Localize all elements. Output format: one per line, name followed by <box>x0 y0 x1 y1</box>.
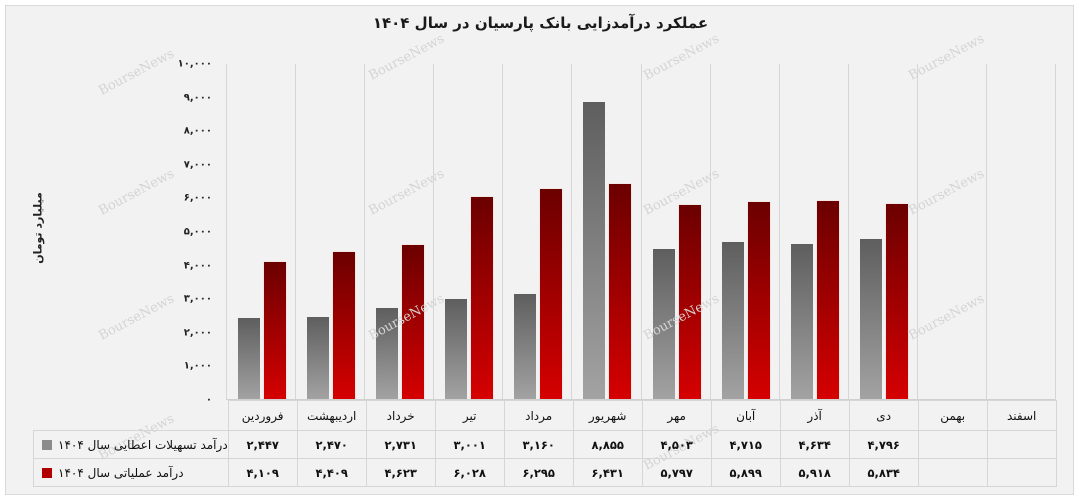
bar-loan-income <box>307 317 330 400</box>
y-tick-label: ۳,۰۰۰ <box>183 293 212 305</box>
table-cell: ۵,۸۳۴ <box>848 458 919 487</box>
table-cell: ۳,۱۶۰ <box>503 430 574 459</box>
plot-area <box>226 64 1056 400</box>
legend-label: درآمد عملیاتی سال ۱۴۰۴ <box>58 465 184 480</box>
month-header: مهر <box>641 400 712 431</box>
gridline <box>779 64 780 400</box>
month-header: خرداد <box>365 400 436 431</box>
bar-loan-income <box>859 238 882 400</box>
table-header-row: فروردین اردیبهشت خرداد تیر مرداد شهریور مهر آبا… <box>33 400 1057 431</box>
month-header: آبان <box>710 400 781 431</box>
month-header: فروردین <box>227 400 298 431</box>
table-cell <box>917 430 988 459</box>
table-cell: ۴,۵۰۳ <box>641 430 712 459</box>
legend-item-series2: درآمد عملیاتی سال ۱۴۰۴ <box>33 458 229 487</box>
table-cell: ۶,۰۲۸ <box>434 458 505 487</box>
y-tick-label: ۹,۰۰۰ <box>183 92 212 104</box>
table-cell: ۴,۴۰۹ <box>296 458 367 487</box>
table-cell: ۴,۱۰۹ <box>227 458 298 487</box>
table-cell <box>917 458 988 487</box>
table-cell: ۴,۷۹۶ <box>848 430 919 459</box>
table-cell: ۵,۹۱۸ <box>779 458 850 487</box>
y-tick-label: ۴,۰۰۰ <box>183 260 212 272</box>
bar-loan-income <box>721 241 744 400</box>
bar-loan-income <box>445 299 468 400</box>
gridline <box>641 64 642 400</box>
y-tick-label: ۰ <box>205 394 212 406</box>
bar-operating-income <box>540 188 563 400</box>
bar-operating-income <box>609 183 632 400</box>
table-corner <box>33 400 229 431</box>
gridline <box>295 64 296 400</box>
table-cell: ۴,۶۲۳ <box>365 458 436 487</box>
table-cell: ۲,۷۳۱ <box>365 430 436 459</box>
gridline <box>364 64 365 400</box>
bar-loan-income <box>583 102 606 400</box>
table-cell: ۴,۶۳۴ <box>779 430 850 459</box>
gridline <box>710 64 711 400</box>
bar-operating-income <box>264 261 286 400</box>
month-header: تیر <box>434 400 505 431</box>
bar-operating-income <box>471 197 494 400</box>
y-tick-label: ۲,۰۰۰ <box>183 327 212 339</box>
table-cell: ۲,۴۴۷ <box>227 430 298 459</box>
bar-loan-income <box>238 317 260 400</box>
month-header: آذر <box>779 400 850 431</box>
table-cell: ۴,۷۱۵ <box>710 430 781 459</box>
data-table: فروردین اردیبهشت خرداد تیر مرداد شهریور مهر آبا… <box>33 400 1057 487</box>
chart-title: عملکرد درآمدزایی بانک پارسیان در سال ۱۴۰… <box>372 14 709 32</box>
bar-loan-income <box>652 248 675 400</box>
bar-operating-income <box>816 201 839 400</box>
table-row: درآمد تسهیلات اعطایی سال ۱۴۰۴ ۲,۴۴۷ ۲,۴۷۰… <box>33 430 1057 459</box>
legend-swatch-gray-icon <box>42 440 52 450</box>
table-cell: ۲,۴۷۰ <box>296 430 367 459</box>
month-header: اسفند <box>986 400 1057 431</box>
table-cell <box>986 430 1057 459</box>
legend-label: درآمد تسهیلات اعطایی سال ۱۴۰۴ <box>58 437 228 452</box>
table-cell: ۳,۰۰۱ <box>434 430 505 459</box>
table-cell: ۵,۷۹۷ <box>641 458 712 487</box>
bar-operating-income <box>747 201 770 400</box>
bar-loan-income <box>790 244 813 400</box>
month-header: بهمن <box>917 400 988 431</box>
gridline <box>1055 64 1056 400</box>
gridline <box>986 64 987 400</box>
y-tick-label: ۱,۰۰۰ <box>183 360 212 372</box>
bar-loan-income <box>376 308 399 400</box>
table-cell: ۵,۸۹۹ <box>710 458 781 487</box>
bar-operating-income <box>678 205 701 400</box>
gridline <box>502 64 503 400</box>
y-tick-label: ۶,۰۰۰ <box>183 192 212 204</box>
table-cell: ۶,۲۹۵ <box>503 458 574 487</box>
y-tick-label: ۵,۰۰۰ <box>183 226 212 238</box>
bar-operating-income <box>885 203 908 400</box>
y-tick-label: ۸,۰۰۰ <box>183 125 212 137</box>
legend-swatch-red-icon <box>42 468 52 478</box>
month-header: شهریور <box>572 400 643 431</box>
gridline <box>848 64 849 400</box>
y-tick-label: ۷,۰۰۰ <box>183 159 212 171</box>
gridline <box>433 64 434 400</box>
y-tick-label: ۱۰,۰۰۰ <box>177 58 212 70</box>
x-axis-line <box>226 399 1055 400</box>
legend-item-series1: درآمد تسهیلات اعطایی سال ۱۴۰۴ <box>33 430 229 459</box>
table-cell: ۸,۸۵۵ <box>572 430 643 459</box>
bar-operating-income <box>402 244 425 400</box>
bar-operating-income <box>333 251 356 400</box>
gridline <box>917 64 918 400</box>
y-axis-label: میلیارد تومان <box>31 192 45 264</box>
gridline <box>226 64 227 400</box>
table-cell <box>986 458 1057 487</box>
gridline <box>571 64 572 400</box>
month-header: مرداد <box>503 400 574 431</box>
table-row: درآمد عملیاتی سال ۱۴۰۴ ۴,۱۰۹ ۴,۴۰۹ ۴,۶۲۳ ۶,… <box>33 458 1057 487</box>
month-header: اردیبهشت <box>296 400 367 431</box>
bar-loan-income <box>514 293 537 400</box>
table-cell: ۶,۴۳۱ <box>572 458 643 487</box>
month-header: دی <box>848 400 919 431</box>
